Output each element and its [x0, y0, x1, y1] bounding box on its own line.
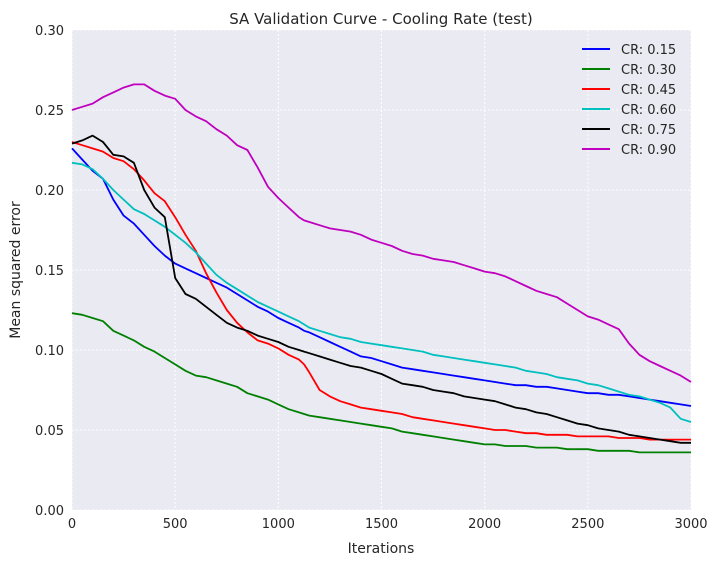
x-tick-label: 3000 [674, 517, 707, 532]
x-tick-label: 2500 [571, 517, 604, 532]
chart-title: SA Validation Curve - Cooling Rate (test… [229, 10, 533, 28]
legend-label: CR: 0.45 [621, 83, 676, 98]
series-line-1 [71, 312, 691, 454]
legend-label: CR: 0.30 [621, 63, 676, 78]
legend: CR: 0.15 CR: 0.30 CR: 0.45 CR: 0.60 CR: 0.75… [582, 43, 676, 158]
series-line-3 [71, 161, 692, 423]
x-tick-label: 1000 [262, 517, 295, 532]
x-tick-label: 2000 [468, 517, 501, 532]
legend-label: CR: 0.90 [621, 143, 676, 158]
x-tick-label: 500 [163, 517, 188, 532]
legend-label: CR: 0.75 [621, 123, 676, 138]
y-axis-ticks: 0.00 0.05 0.10 0.15 0.20 0.25 0.30 [35, 24, 64, 519]
y-tick-label: 0.05 [35, 424, 64, 439]
x-axis-label: Iterations [348, 541, 415, 557]
legend-label: CR: 0.60 [621, 103, 676, 118]
y-tick-label: 0.30 [35, 24, 64, 39]
grid [71, 29, 692, 511]
series-line-4 [71, 134, 691, 444]
y-tick-label: 0.20 [35, 184, 64, 199]
y-axis-label: Mean squared error [8, 201, 24, 339]
y-tick-label: 0.00 [35, 504, 64, 519]
y-tick-label: 0.25 [35, 104, 64, 119]
y-tick-label: 0.10 [35, 344, 64, 359]
series-line-0 [71, 147, 692, 407]
x-axis-ticks: 0 500 1000 1500 2000 2500 3000 [68, 517, 708, 532]
x-tick-label: 1500 [365, 517, 398, 532]
y-tick-label: 0.15 [35, 264, 64, 279]
series-line-2 [71, 141, 691, 441]
x-tick-label: 0 [68, 517, 76, 532]
series-line-5 [71, 83, 692, 383]
series-lines [71, 83, 692, 454]
legend-label: CR: 0.15 [621, 43, 676, 58]
